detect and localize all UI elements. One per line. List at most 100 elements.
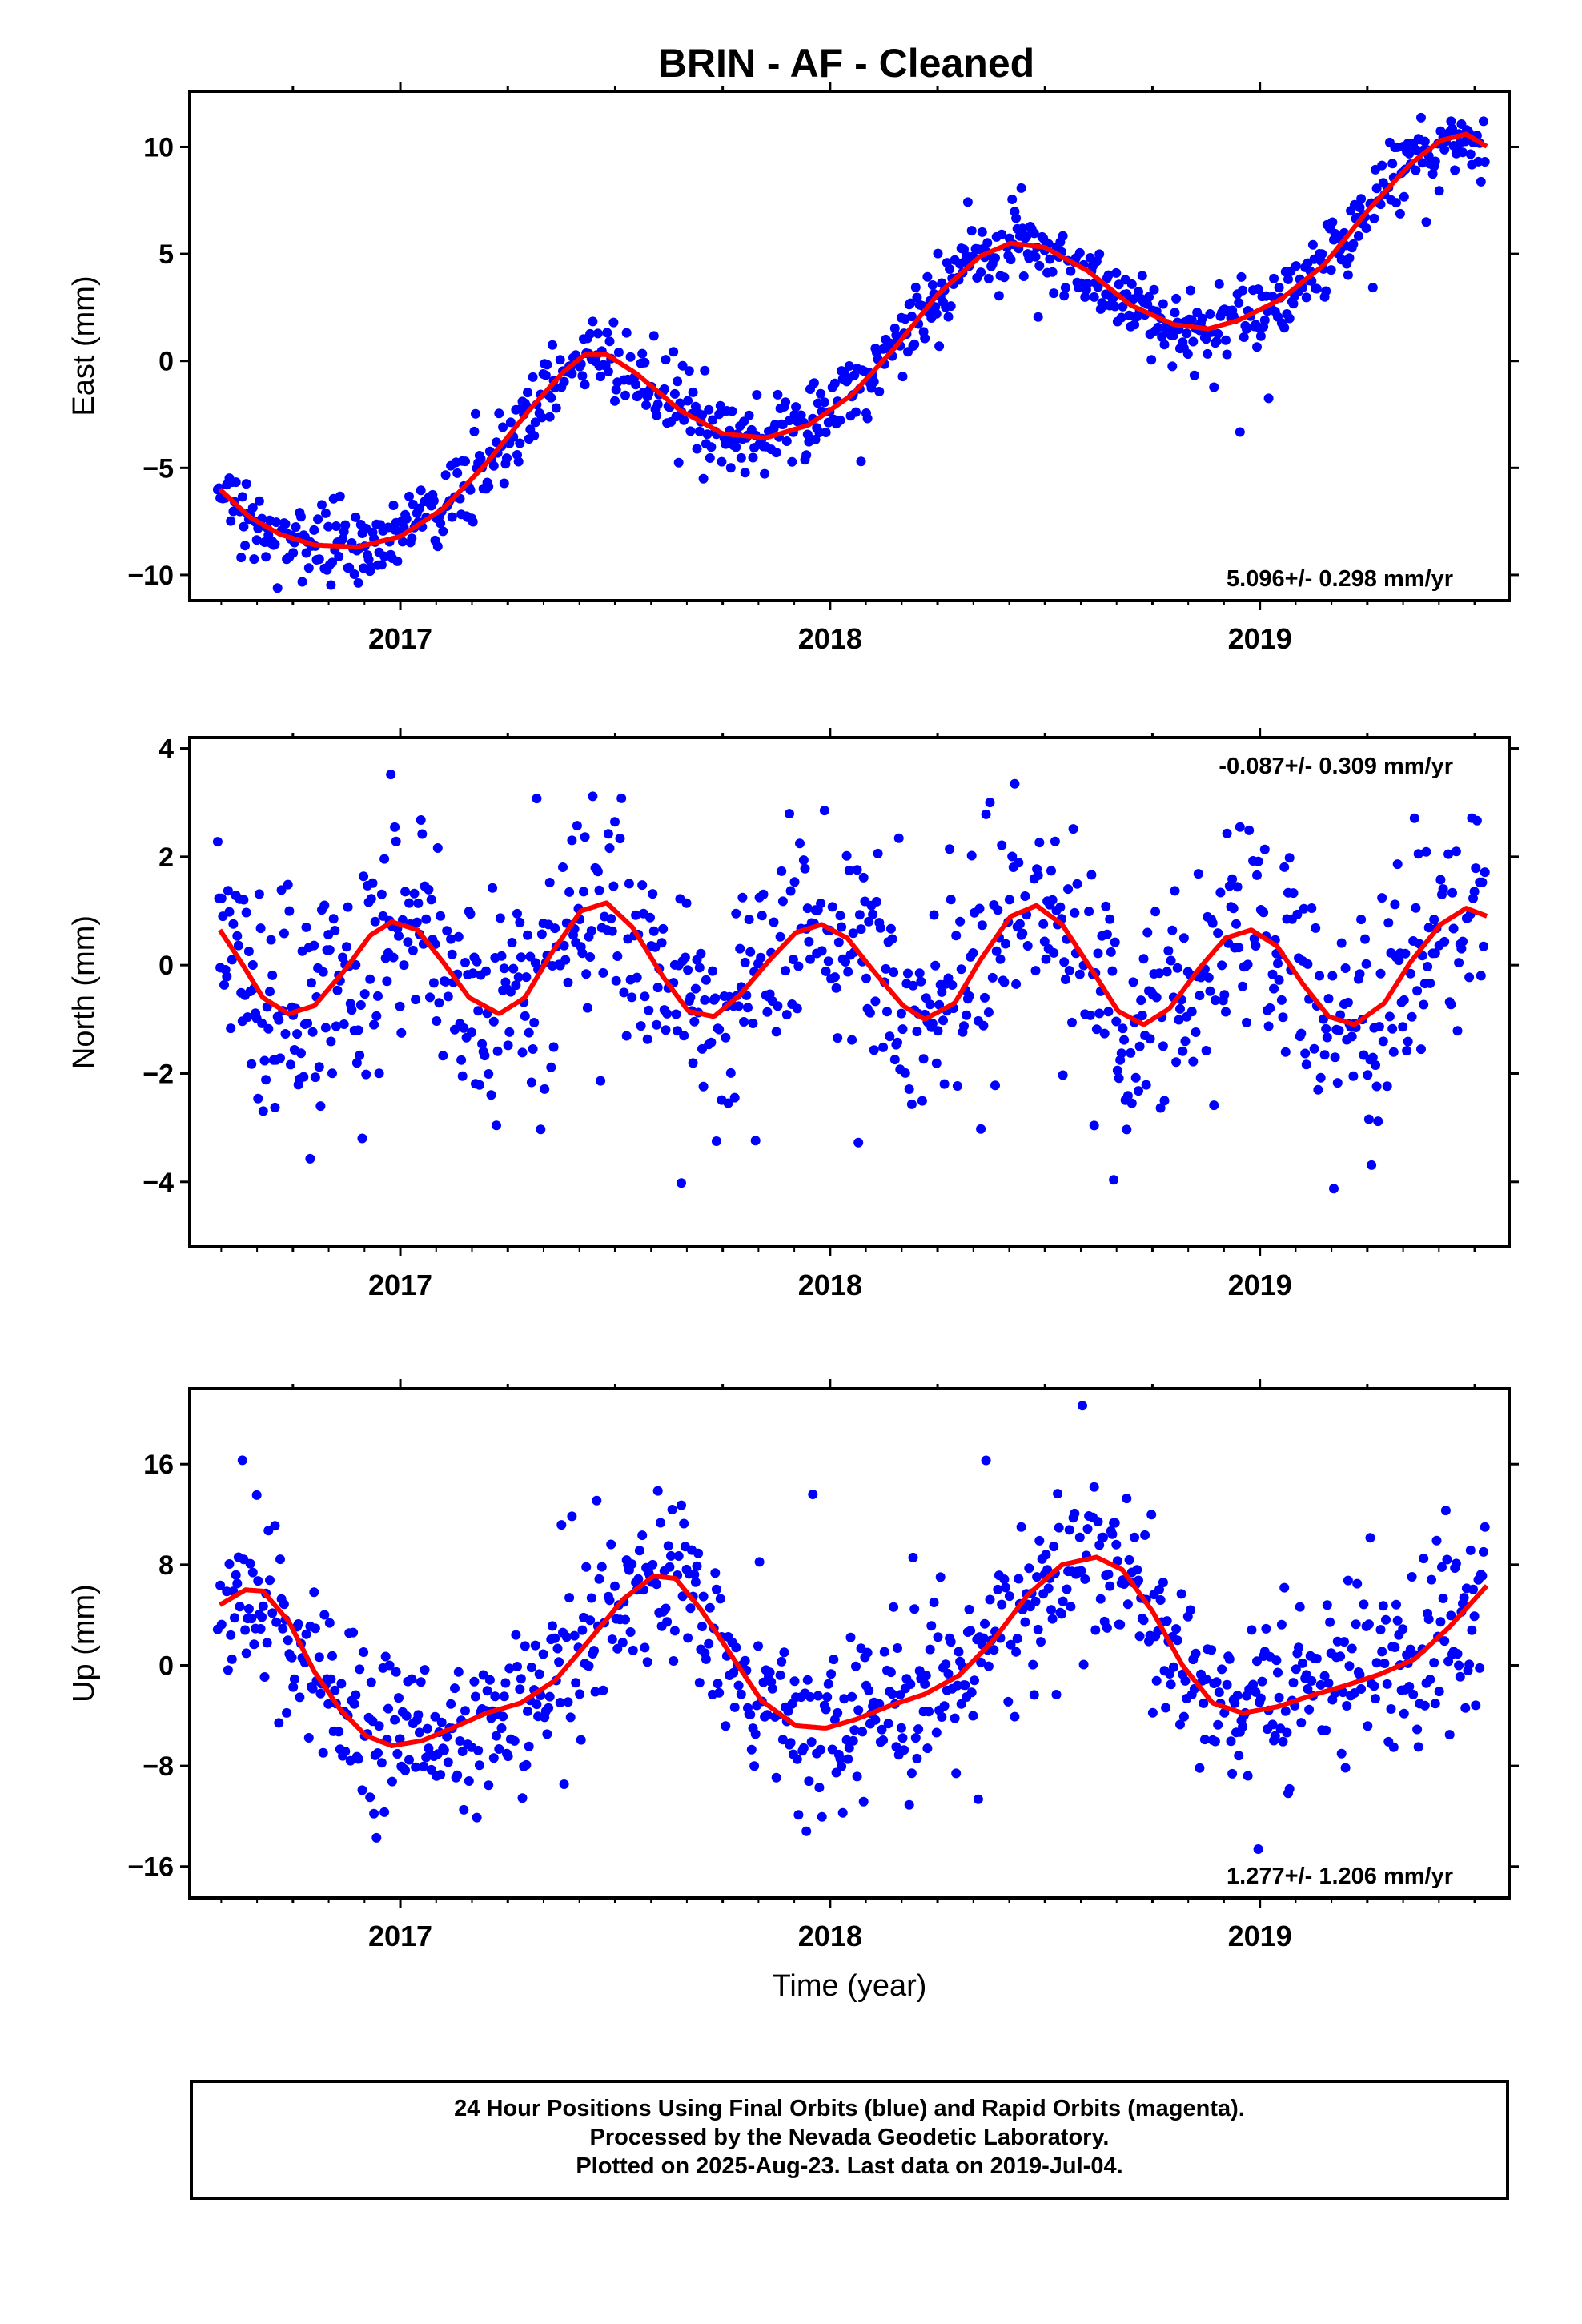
- data-point: [254, 889, 264, 899]
- data-point: [1058, 1070, 1068, 1080]
- data-point: [661, 1025, 671, 1035]
- data-point: [1122, 1091, 1133, 1101]
- data-point: [215, 1580, 226, 1590]
- data-point: [968, 948, 978, 958]
- data-point: [498, 422, 508, 432]
- data-point: [792, 1003, 802, 1014]
- data-point: [1340, 1763, 1351, 1773]
- data-point: [363, 554, 374, 565]
- data-point: [261, 1075, 271, 1085]
- data-point: [1452, 1649, 1463, 1659]
- data-point: [585, 328, 596, 339]
- x-tick-label: 2018: [798, 1269, 862, 1301]
- data-point: [283, 1635, 293, 1646]
- data-point: [1238, 285, 1248, 296]
- data-point: [1348, 239, 1359, 249]
- data-point: [610, 1581, 620, 1591]
- panel-north: 4 2 0 −2 −4 2017 2018 2019 North (mm) -0.087+/- 0…: [67, 728, 1519, 1301]
- data-point: [610, 396, 620, 406]
- data-point: [1219, 1707, 1230, 1718]
- data-point: [434, 998, 444, 1008]
- data-point: [1427, 169, 1438, 179]
- data-point: [955, 916, 966, 927]
- data-point: [993, 905, 1003, 915]
- data-point: [1403, 1036, 1413, 1047]
- data-point: [885, 1667, 896, 1678]
- data-point: [1014, 858, 1024, 868]
- data-point: [1356, 194, 1367, 204]
- footer-info-box: 24 Hour Positions Using Final Orbits (bl…: [190, 2080, 1509, 2200]
- data-point: [1110, 1518, 1120, 1528]
- data-point: [1111, 267, 1122, 278]
- data-point: [1434, 1687, 1444, 1697]
- data-point: [1091, 256, 1102, 267]
- data-point: [1248, 1679, 1259, 1690]
- data-point: [912, 292, 922, 303]
- data-point: [478, 1670, 488, 1680]
- data-point: [731, 442, 741, 452]
- data-point: [1381, 1614, 1391, 1625]
- data-point: [648, 331, 659, 341]
- data-point: [925, 999, 935, 1010]
- data-point: [335, 491, 345, 501]
- data-point: [1247, 1625, 1257, 1635]
- data-point: [931, 1727, 942, 1738]
- data-point: [1469, 887, 1480, 897]
- data-point: [900, 1068, 910, 1078]
- data-point: [952, 1081, 962, 1091]
- data-point: [1442, 1554, 1452, 1565]
- data-point: [1074, 1532, 1085, 1542]
- data-point: [1255, 1693, 1266, 1703]
- data-point: [418, 1761, 428, 1771]
- data-point: [598, 1685, 608, 1695]
- data-point: [572, 821, 582, 831]
- data-point: [428, 978, 439, 988]
- data-point: [239, 895, 249, 905]
- data-point: [412, 917, 422, 927]
- data-point: [1325, 1617, 1335, 1627]
- data-point: [1058, 231, 1068, 241]
- data-point: [1360, 934, 1370, 944]
- data-point: [326, 1674, 336, 1684]
- data-point: [821, 966, 831, 976]
- data-point: [987, 972, 998, 983]
- data-point: [413, 1710, 424, 1720]
- data-point: [226, 1630, 236, 1640]
- data-point: [309, 525, 319, 535]
- data-point: [777, 866, 787, 876]
- data-point: [652, 1486, 663, 1496]
- data-point: [374, 1721, 384, 1731]
- data-point: [997, 1599, 1007, 1610]
- data-point: [937, 1712, 947, 1722]
- data-point: [1221, 335, 1231, 345]
- data-point: [515, 917, 525, 927]
- data-point: [661, 1603, 671, 1614]
- data-point: [1110, 301, 1120, 312]
- data-point: [1377, 893, 1387, 903]
- data-point: [558, 862, 568, 872]
- data-point: [355, 1664, 365, 1675]
- data-point: [1378, 1036, 1388, 1047]
- data-point: [673, 1551, 684, 1561]
- data-point: [775, 1670, 785, 1680]
- data-point: [384, 1660, 395, 1671]
- data-point: [750, 1729, 761, 1739]
- data-point: [744, 915, 754, 925]
- data-point: [1101, 901, 1111, 911]
- data-point: [788, 955, 798, 965]
- data-point: [1138, 954, 1149, 964]
- data-point: [550, 1633, 560, 1643]
- data-point: [861, 973, 871, 983]
- data-point: [577, 371, 588, 381]
- y-tick-label: 2: [159, 842, 174, 873]
- data-point: [596, 372, 606, 382]
- data-point: [1439, 144, 1450, 155]
- data-point: [586, 926, 596, 936]
- data-point: [251, 535, 262, 545]
- data-point: [1451, 1558, 1461, 1569]
- data-point: [1382, 1081, 1392, 1092]
- data-point: [422, 1723, 432, 1734]
- data-point: [1451, 846, 1461, 857]
- data-point: [373, 991, 383, 1001]
- data-point: [542, 360, 552, 370]
